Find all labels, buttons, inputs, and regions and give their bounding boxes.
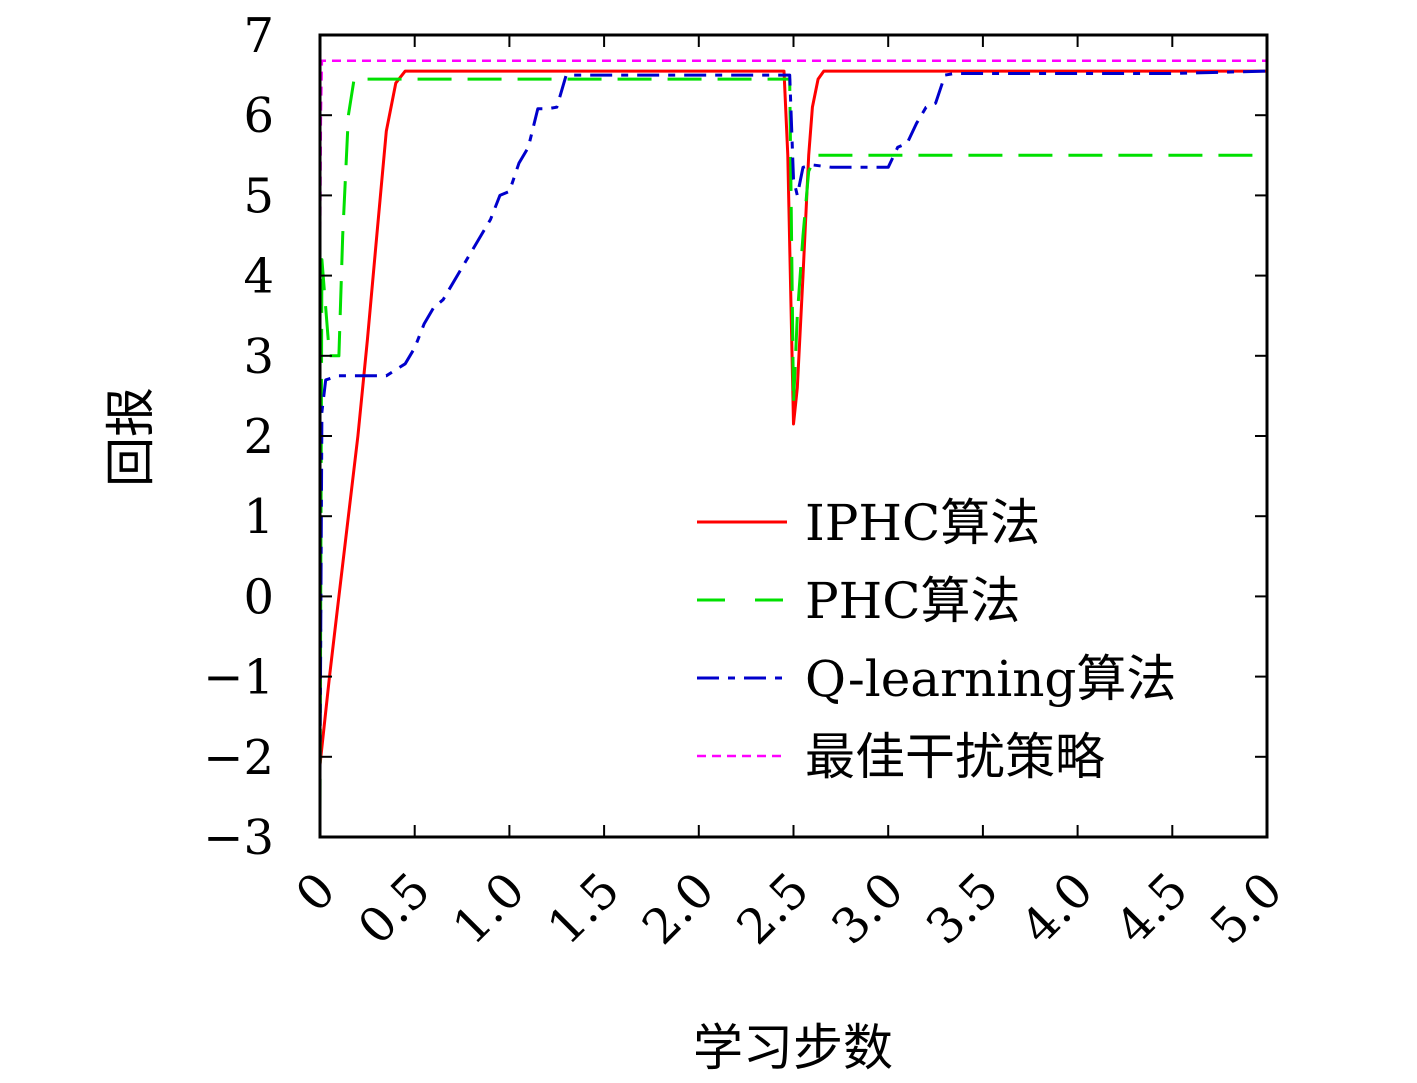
x-tick-label: 5.0 (1200, 862, 1294, 956)
x-tick-label: 0.5 (348, 862, 442, 956)
y-axis: −3 −2 −1 0 1 2 3 4 5 6 7 (203, 8, 1267, 866)
y-axis-title: 回报 (102, 387, 160, 487)
series-layer (320, 59, 1267, 813)
y-tick-label: 3 (243, 329, 274, 385)
y-tick-label: −1 (203, 650, 274, 706)
y-tick-label: 1 (243, 489, 274, 545)
x-tick-label: 2.0 (632, 862, 726, 956)
series-line-Q-learning算法 (320, 69, 1267, 773)
x-tick-label: 0 (285, 862, 346, 923)
x-tick-label: 1.0 (442, 862, 536, 956)
x-tick-label: 2.5 (726, 862, 820, 956)
series-line-IPHC算法 (320, 69, 1267, 765)
series-line-PHC算法 (320, 77, 1267, 813)
y-tick-label: 2 (243, 409, 274, 465)
y-tick-label: 0 (243, 569, 274, 625)
y-tick-label: 6 (243, 88, 274, 144)
legend-label: 最佳干扰策略 (805, 728, 1105, 786)
legend-label: Q-learning算法 (805, 650, 1176, 708)
x-tick-label: 4.5 (1105, 862, 1199, 956)
series-line-最佳干扰策略 (320, 59, 1267, 276)
y-tick-label: −3 (203, 810, 274, 866)
x-tick-label: 3.5 (916, 862, 1010, 956)
x-axis-title: 学习步数 (693, 1019, 893, 1077)
y-tick-label: 4 (243, 249, 274, 305)
legend-label: PHC算法 (805, 572, 1021, 630)
x-tick-label: 4.0 (1011, 862, 1105, 956)
legend-label: IPHC算法 (805, 494, 1040, 552)
y-tick-label: 7 (243, 8, 274, 64)
y-tick-label: 5 (243, 168, 274, 224)
x-tick-label: 3.0 (821, 862, 915, 956)
x-tick-label: 1.5 (537, 862, 631, 956)
y-tick-label: −2 (203, 730, 274, 786)
